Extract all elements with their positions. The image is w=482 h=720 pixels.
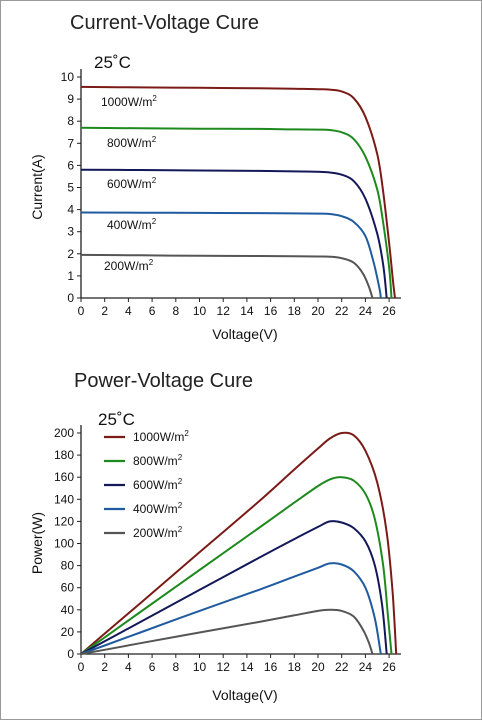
iv-y-tick-label: 5 — [67, 181, 74, 195]
iv-series-label: 1000W/m2 — [101, 94, 157, 109]
pv-y-tick-label: 0 — [67, 647, 74, 661]
pv-x-axis-label: Voltage(V) — [212, 687, 277, 703]
iv-x-tick-label: 0 — [78, 304, 85, 318]
pv-y-tick-label: 20 — [61, 625, 75, 639]
pv-legend-entry: 200W/m2 — [133, 525, 183, 540]
iv-series-line — [80, 126, 393, 299]
pv-x-tick-label: 4 — [125, 660, 132, 674]
pv-chart-title: Power-Voltage Cure — [74, 370, 253, 392]
iv-y-tick-label: 9 — [67, 92, 74, 106]
iv-x-tick-label: 24 — [359, 304, 373, 318]
iv-x-tick-label: 20 — [311, 304, 325, 318]
pv-legend-entry: 600W/m2 — [133, 477, 183, 492]
iv-series-line — [80, 85, 396, 299]
pv-x-tick-label: 0 — [78, 660, 85, 674]
pv-legend-entry: 1000W/m2 — [133, 429, 189, 444]
iv-chart-title: Current-Voltage Cure — [70, 12, 259, 34]
pv-x-tick-label: 12 — [217, 660, 231, 674]
pv-y-axis-label: Power(W) — [29, 512, 45, 574]
iv-y-axis-label: Current(A) — [29, 154, 45, 219]
pv-series-line — [80, 608, 374, 655]
iv-series-line — [80, 253, 374, 299]
iv-x-tick-label: 12 — [217, 304, 231, 318]
pv-series-line — [80, 476, 393, 655]
pv-series-line — [80, 562, 382, 655]
pv-x-tick-label: 22 — [335, 660, 349, 674]
iv-y-tick-label: 10 — [61, 70, 75, 84]
iv-series-line — [80, 168, 388, 299]
pv-legend-entry: 800W/m2 — [133, 453, 183, 468]
pv-y-tick-label: 40 — [61, 603, 75, 617]
iv-y-tick-label: 0 — [67, 291, 74, 305]
pv-y-tick-label: 60 — [61, 581, 75, 595]
iv-series-label: 400W/m2 — [107, 217, 157, 232]
iv-series-label: 200W/m2 — [104, 258, 154, 273]
pv-x-tick-label: 18 — [288, 660, 302, 674]
pv-x-tick-label: 6 — [149, 660, 156, 674]
iv-y-tick-label: 2 — [67, 247, 74, 261]
pv-x-tick-label: 16 — [264, 660, 278, 674]
iv-temperature-annotation: 25˚C — [94, 53, 131, 72]
iv-series-label: 800W/m2 — [107, 135, 157, 150]
iv-y-tick-label: 7 — [67, 136, 74, 150]
iv-x-tick-label: 14 — [240, 304, 254, 318]
iv-y-tick-label: 4 — [67, 203, 74, 217]
iv-x-tick-label: 16 — [264, 304, 278, 318]
pv-series-line — [80, 520, 388, 655]
iv-series-label: 600W/m2 — [107, 176, 157, 191]
pv-temperature-annotation: 25˚C — [98, 410, 135, 429]
pv-series-line — [80, 431, 398, 655]
iv-x-tick-label: 10 — [193, 304, 207, 318]
pv-x-tick-label: 14 — [240, 660, 254, 674]
iv-x-tick-label: 26 — [382, 304, 396, 318]
pv-y-tick-label: 180 — [54, 448, 74, 462]
iv-x-tick-label: 18 — [288, 304, 302, 318]
pv-y-tick-label: 140 — [54, 492, 74, 506]
iv-x-tick-label: 8 — [172, 304, 179, 318]
iv-series-line — [80, 211, 382, 299]
pv-y-tick-label: 120 — [54, 514, 74, 528]
pv-y-tick-label: 100 — [54, 537, 74, 551]
pv-x-tick-label: 10 — [193, 660, 207, 674]
iv-x-tick-label: 4 — [125, 304, 132, 318]
pv-x-tick-label: 24 — [359, 660, 373, 674]
pv-y-tick-label: 200 — [54, 426, 74, 440]
pv-y-tick-label: 80 — [61, 559, 75, 573]
pv-x-tick-label: 8 — [172, 660, 179, 674]
pv-y-tick-label: 160 — [54, 470, 74, 484]
iv-x-tick-label: 2 — [101, 304, 108, 318]
iv-y-tick-label: 6 — [67, 158, 74, 172]
iv-x-tick-label: 22 — [335, 304, 349, 318]
pv-x-tick-label: 20 — [311, 660, 325, 674]
iv-y-tick-label: 8 — [67, 114, 74, 128]
iv-y-tick-label: 3 — [67, 225, 74, 239]
pv-x-tick-label: 26 — [382, 660, 396, 674]
iv-x-axis-label: Voltage(V) — [212, 326, 277, 342]
iv-y-tick-label: 1 — [67, 269, 74, 283]
pv-legend-entry: 400W/m2 — [133, 501, 183, 516]
pv-x-tick-label: 2 — [101, 660, 108, 674]
iv-x-tick-label: 6 — [149, 304, 156, 318]
